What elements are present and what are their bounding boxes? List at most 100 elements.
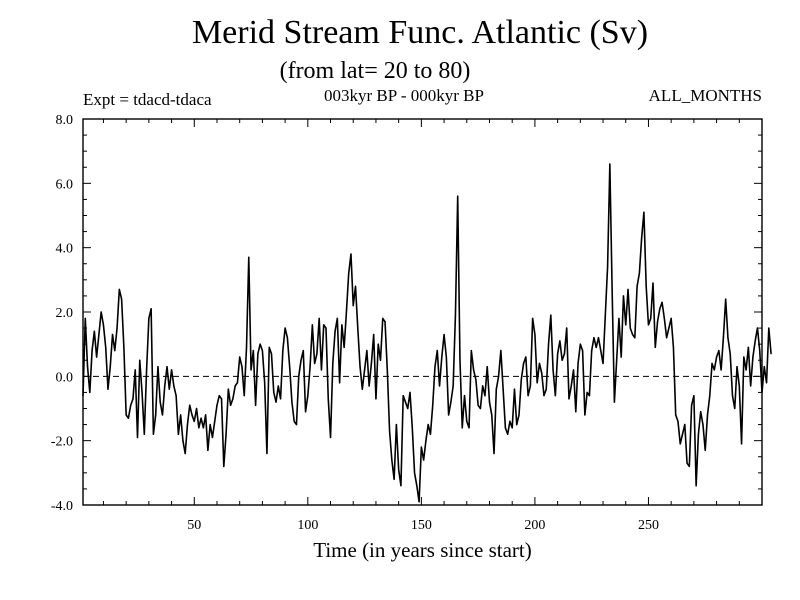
data-point	[298, 375, 300, 377]
data-point	[709, 395, 711, 397]
data-point	[311, 324, 313, 326]
data-point	[116, 327, 118, 329]
data-point	[495, 388, 497, 390]
data-point	[715, 356, 718, 358]
data-point	[493, 452, 495, 455]
data-point	[484, 395, 486, 397]
data-point	[457, 195, 459, 197]
data-point	[86, 366, 89, 368]
data-point	[625, 324, 627, 326]
data-point	[482, 385, 484, 387]
data-series-line	[82, 163, 772, 503]
data-point	[398, 469, 400, 471]
data-point	[173, 385, 175, 387]
data-point	[627, 288, 629, 291]
data-point	[454, 314, 457, 316]
data-point	[216, 404, 218, 406]
data-point	[350, 253, 352, 255]
data-point	[584, 414, 586, 416]
data-point	[706, 414, 709, 416]
period-label: 003kyr BP - 000kyr BP	[324, 86, 484, 105]
data-point	[507, 433, 509, 435]
data-point	[384, 321, 386, 323]
data-point	[191, 414, 193, 416]
data-point	[543, 395, 545, 397]
data-point	[275, 401, 277, 403]
chart-subtitle: (from lat= 20 to 80)	[279, 58, 471, 84]
data-point	[438, 385, 441, 387]
data-point	[402, 395, 404, 397]
data-point	[647, 324, 650, 326]
data-point	[629, 327, 631, 329]
data-point	[659, 308, 661, 310]
data-point	[327, 398, 329, 400]
data-point	[463, 395, 466, 397]
data-point	[184, 452, 186, 455]
data-point	[670, 317, 672, 320]
data-point	[391, 459, 393, 461]
data-point	[618, 317, 620, 320]
data-point	[195, 407, 198, 410]
data-point	[307, 395, 309, 397]
data-point	[316, 353, 318, 355]
data-point	[695, 485, 697, 487]
data-point	[168, 388, 170, 390]
data-point	[752, 356, 754, 358]
data-point	[323, 324, 325, 326]
data-point	[236, 382, 239, 384]
data-point	[688, 465, 690, 467]
data-point	[441, 356, 443, 358]
data-point	[677, 420, 679, 422]
data-point	[686, 462, 688, 464]
data-point	[559, 340, 561, 342]
data-point	[411, 427, 413, 429]
data-point	[289, 366, 291, 368]
data-point	[393, 478, 395, 480]
data-point	[109, 366, 111, 368]
data-point	[620, 356, 622, 358]
data-point	[82, 395, 84, 397]
data-point	[697, 433, 700, 435]
data-point	[593, 337, 595, 339]
data-point	[202, 427, 204, 429]
x-tick-label: 150	[411, 518, 432, 533]
data-point	[534, 333, 536, 336]
data-point	[161, 414, 164, 416]
data-point	[459, 359, 461, 361]
data-point	[681, 433, 684, 435]
data-point	[102, 324, 105, 326]
experiment-label: Expt = tdacd-tdaca	[83, 90, 212, 109]
data-point	[125, 414, 127, 416]
data-point	[588, 395, 591, 397]
data-point	[643, 211, 645, 213]
y-tick-label: 0.0	[56, 370, 74, 385]
data-point	[245, 346, 248, 348]
x-axis-label: Time (in years since start)	[313, 538, 532, 562]
data-point	[239, 356, 241, 358]
data-point	[693, 395, 695, 397]
data-point	[266, 452, 268, 455]
data-point	[159, 401, 161, 403]
data-point	[734, 407, 736, 410]
data-point	[100, 311, 102, 313]
data-point	[511, 427, 513, 429]
data-point	[656, 321, 659, 323]
data-point	[636, 285, 638, 287]
data-point	[448, 414, 450, 416]
data-point	[747, 346, 749, 348]
data-point	[336, 317, 338, 320]
data-point	[152, 433, 154, 435]
data-point	[568, 398, 570, 400]
data-point	[429, 433, 432, 435]
data-point	[745, 369, 747, 371]
data-point	[318, 317, 320, 320]
y-tick-label: 8.0	[56, 113, 74, 128]
data-point	[320, 369, 323, 371]
data-point	[645, 285, 647, 287]
data-point	[268, 346, 270, 348]
data-point	[284, 327, 286, 329]
data-point	[423, 459, 425, 461]
data-point	[622, 295, 625, 297]
data-point	[461, 427, 463, 429]
